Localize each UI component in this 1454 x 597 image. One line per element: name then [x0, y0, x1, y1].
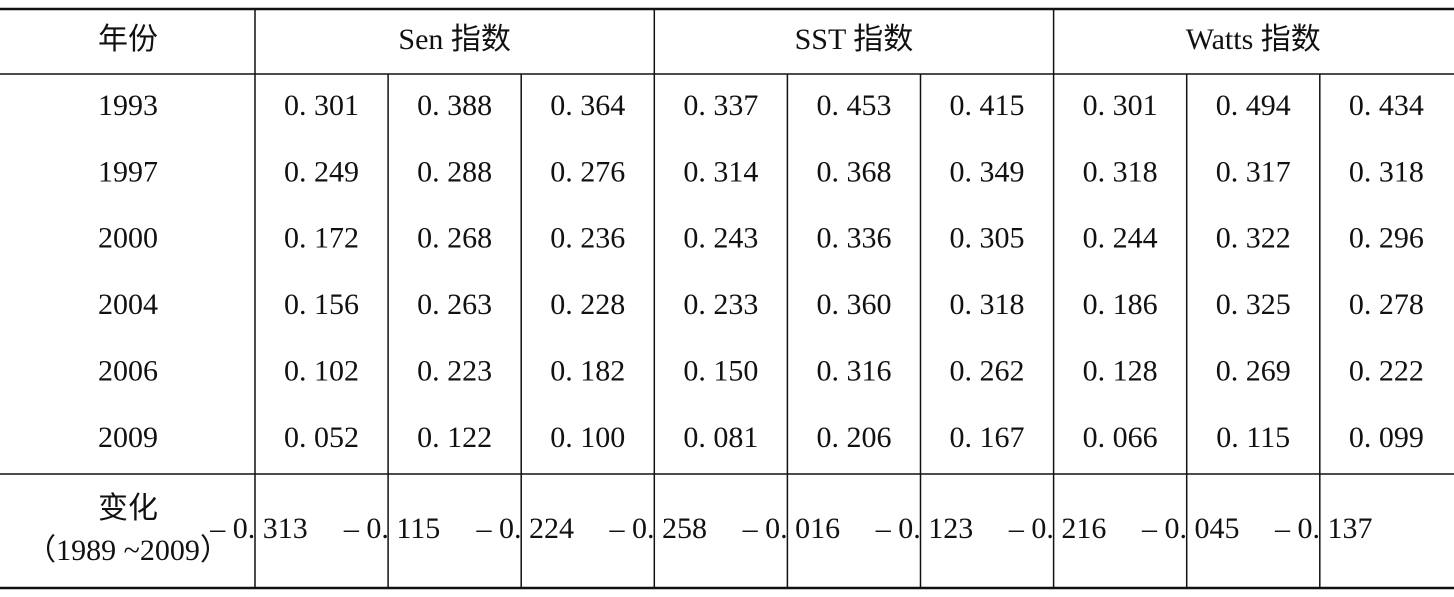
- value-cell: 0. 388: [417, 89, 492, 122]
- change-cell: – 0. 313: [209, 512, 308, 545]
- value-cell: 0. 322: [1216, 222, 1291, 255]
- value-cell: 0. 316: [816, 354, 891, 387]
- header-cell: SST 指数: [795, 23, 914, 56]
- year-cell: 2000: [98, 222, 158, 255]
- change-cell: – 0. 123: [875, 512, 974, 545]
- value-cell: 0. 236: [550, 222, 625, 255]
- header-cell: 年份: [98, 23, 158, 56]
- value-cell: 0. 128: [1083, 354, 1158, 387]
- value-cell: 0. 318: [1349, 155, 1424, 188]
- value-cell: 0. 102: [284, 354, 359, 387]
- value-cell: 0. 318: [950, 288, 1025, 321]
- value-cell: 0. 262: [950, 354, 1025, 387]
- change-label: （1989 ~2009）: [26, 534, 230, 567]
- header-cell: Watts 指数: [1186, 23, 1321, 56]
- value-cell: 0. 268: [417, 222, 492, 255]
- value-cell: 0. 167: [950, 421, 1025, 454]
- value-cell: 0. 244: [1083, 222, 1158, 255]
- value-cell: 0. 415: [950, 89, 1025, 122]
- value-cell: 0. 156: [284, 288, 359, 321]
- value-cell: 0. 278: [1349, 288, 1424, 321]
- value-cell: 0. 314: [683, 155, 758, 188]
- change-label: 变化: [98, 492, 158, 525]
- change-cell: – 0. 258: [609, 512, 708, 545]
- value-cell: 0. 052: [284, 421, 359, 454]
- year-cell: 1997: [98, 155, 158, 188]
- value-cell: 0. 206: [816, 421, 891, 454]
- change-cell: – 0. 137: [1274, 512, 1373, 545]
- header-cell: Sen 指数: [398, 23, 511, 56]
- change-cell: – 0. 115: [343, 512, 440, 545]
- value-cell: 0. 325: [1216, 288, 1291, 321]
- value-cell: 0. 066: [1083, 421, 1158, 454]
- value-cell: 0. 223: [417, 354, 492, 387]
- value-cell: 0. 115: [1216, 421, 1290, 454]
- value-cell: 0. 337: [683, 89, 758, 122]
- value-cell: 0. 318: [1083, 155, 1158, 188]
- value-cell: 0. 317: [1216, 155, 1291, 188]
- value-cell: 0. 296: [1349, 222, 1424, 255]
- change-cell: – 0. 045: [1141, 512, 1240, 545]
- value-cell: 0. 249: [284, 155, 359, 188]
- value-cell: 0. 228: [550, 288, 625, 321]
- value-cell: 0. 122: [417, 421, 492, 454]
- change-cell: – 0. 216: [1008, 512, 1107, 545]
- value-cell: 0. 494: [1216, 89, 1291, 122]
- change-cell: – 0. 016: [742, 512, 841, 545]
- year-cell: 2004: [98, 288, 158, 321]
- value-cell: 0. 305: [950, 222, 1025, 255]
- value-cell: 0. 301: [1083, 89, 1158, 122]
- value-cell: 0. 360: [816, 288, 891, 321]
- year-cell: 1993: [98, 89, 158, 122]
- value-cell: 0. 081: [683, 421, 758, 454]
- year-cell: 2009: [98, 421, 158, 454]
- year-cell: 2006: [98, 354, 158, 387]
- value-cell: 0. 182: [550, 354, 625, 387]
- value-cell: 0. 099: [1349, 421, 1424, 454]
- change-cell: – 0. 224: [475, 512, 574, 545]
- value-cell: 0. 349: [950, 155, 1025, 188]
- value-cell: 0. 172: [284, 222, 359, 255]
- value-cell: 0. 364: [550, 89, 625, 122]
- value-cell: 0. 368: [816, 155, 891, 188]
- value-cell: 0. 222: [1349, 354, 1424, 387]
- value-cell: 0. 301: [284, 89, 359, 122]
- value-cell: 0. 434: [1349, 89, 1424, 122]
- value-cell: 0. 263: [417, 288, 492, 321]
- value-cell: 0. 233: [683, 288, 758, 321]
- value-cell: 0. 336: [816, 222, 891, 255]
- value-cell: 0. 100: [550, 421, 625, 454]
- value-cell: 0. 150: [683, 354, 758, 387]
- value-cell: 0. 186: [1083, 288, 1158, 321]
- value-cell: 0. 288: [417, 155, 492, 188]
- value-cell: 0. 269: [1216, 354, 1291, 387]
- value-cell: 0. 453: [816, 89, 891, 122]
- value-cell: 0. 243: [683, 222, 758, 255]
- value-cell: 0. 276: [550, 155, 625, 188]
